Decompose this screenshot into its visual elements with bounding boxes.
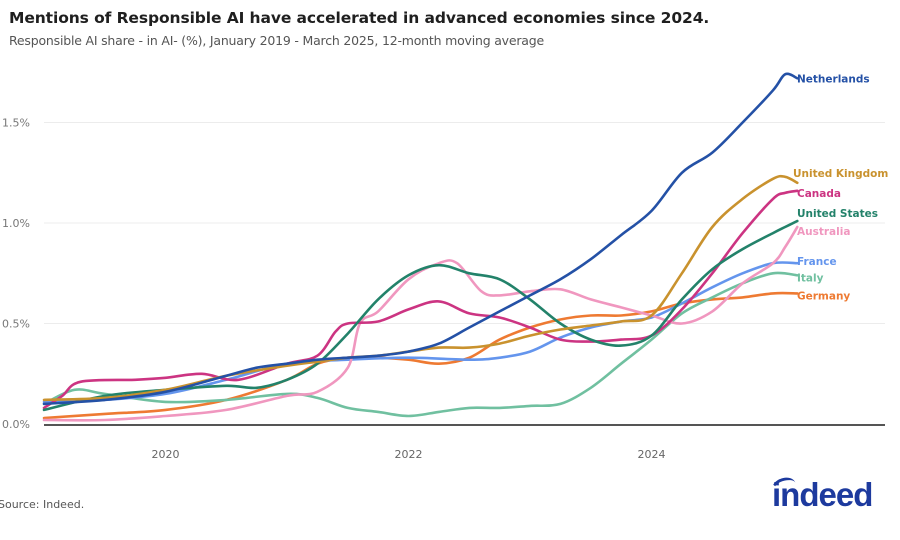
x-tick-label: 2024 [638, 448, 666, 461]
x-tick-label: 2020 [152, 448, 180, 461]
chart-title: Mentions of Responsible AI have accelera… [9, 9, 710, 27]
series-line-germany [42, 291, 799, 420]
series-line-australia [42, 225, 799, 422]
series-line-france [42, 261, 799, 404]
series-line-italy [42, 271, 799, 418]
series-label-australia: Australia [797, 226, 850, 238]
gridlines [44, 122, 885, 324]
chart-subtitle: Responsible AI share - in AI- (%), Janua… [9, 33, 544, 48]
logo-text: indeed [772, 476, 873, 513]
series-label-united-states: United States [797, 208, 878, 220]
series-labels: Netherlands United Kingdom Canada United St… [793, 73, 888, 302]
series-label-netherlands: Netherlands [797, 73, 870, 85]
indeed-logo: indeed [768, 474, 888, 516]
series-line-united-kingdom [42, 174, 799, 402]
series-lines [42, 72, 799, 422]
y-tick-label: 1.0% [2, 217, 30, 230]
series-line-canada [42, 189, 799, 410]
source-note: Source: Indeed. [0, 498, 85, 511]
series-label-france: France [797, 256, 837, 268]
series-label-united-kingdom: United Kingdom [793, 168, 888, 180]
series-label-canada: Canada [797, 188, 841, 200]
y-tick-label: 0.5% [2, 318, 30, 331]
series-label-germany: Germany [797, 290, 850, 302]
series-label-italy: Italy [797, 272, 824, 284]
x-tick-label: 2022 [395, 448, 423, 461]
series-line-netherlands [42, 72, 799, 406]
y-tick-label: 0.0% [2, 418, 30, 431]
series-line-united-states [42, 219, 799, 412]
y-tick-label: 1.5% [2, 117, 30, 130]
x-axis-ticks: 2020 2022 2024 [152, 448, 666, 461]
y-axis-ticks: 0.0% 0.5% 1.0% 1.5% [2, 117, 30, 432]
